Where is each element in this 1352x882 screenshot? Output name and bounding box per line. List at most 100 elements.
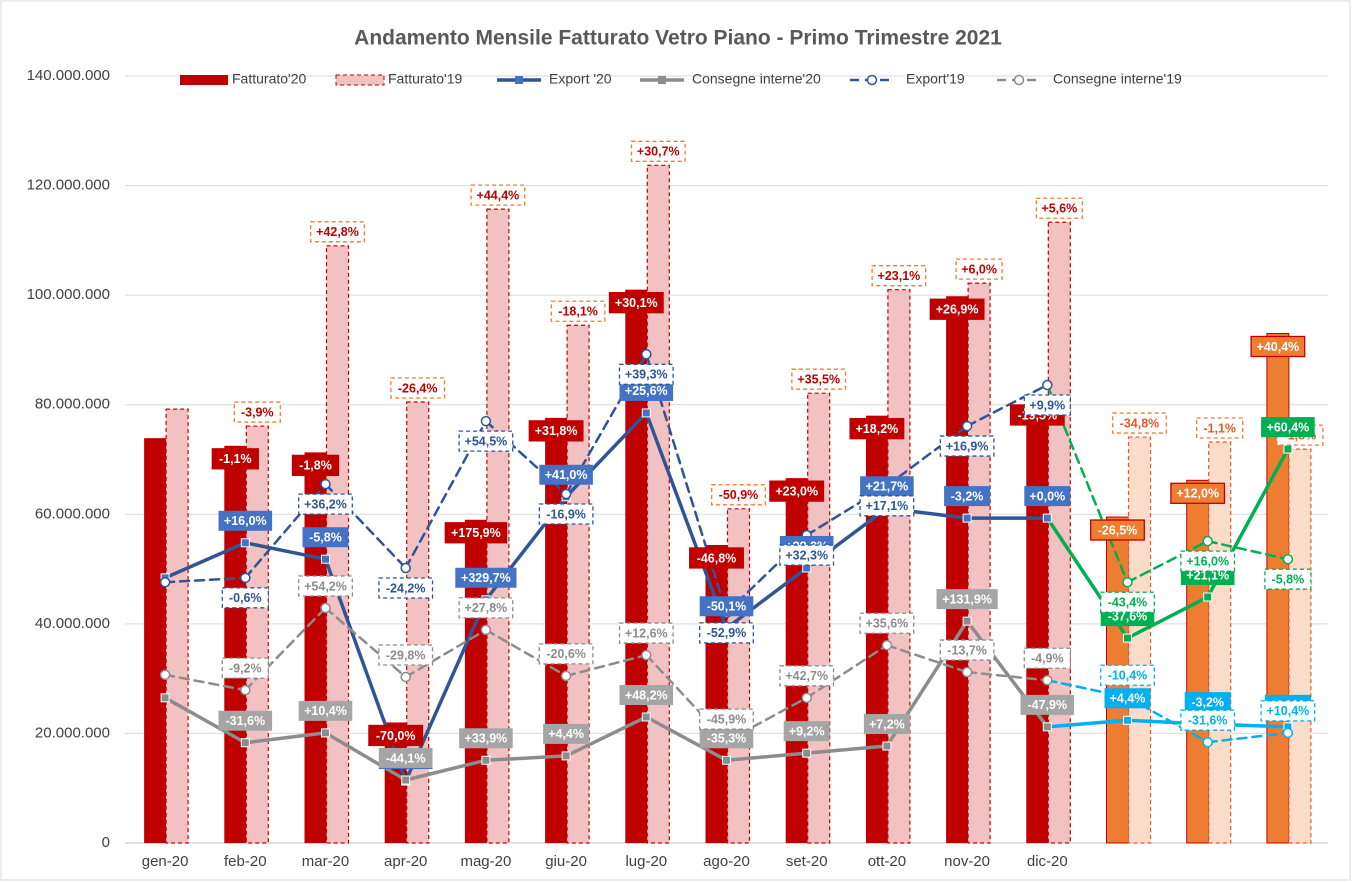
data-label-box — [221, 587, 269, 609]
data-label: +31,8% — [535, 424, 578, 438]
marker — [480, 624, 492, 636]
marker — [1202, 736, 1213, 748]
marker — [1042, 379, 1053, 391]
data-label: +35,6% — [866, 617, 909, 631]
data-label-box — [538, 503, 594, 525]
bar — [1288, 448, 1312, 844]
data-label: +12,6% — [625, 626, 668, 640]
bar — [1047, 221, 1071, 844]
data-label-box — [1023, 647, 1071, 669]
line-segment — [724, 566, 809, 630]
legend-label: Fatturato'19 — [388, 71, 462, 87]
marker — [560, 488, 572, 500]
data-label-box — [378, 644, 434, 666]
marker — [320, 478, 331, 490]
y-tick-label: 120.000.000 — [27, 177, 110, 194]
marker — [401, 775, 411, 785]
data-label: -0,6% — [229, 591, 262, 605]
line-segment — [1206, 539, 1290, 561]
data-label: -70,0% — [376, 729, 416, 743]
data-label-box — [863, 714, 910, 735]
marker — [722, 755, 731, 765]
line-segment — [244, 482, 327, 580]
marker — [561, 751, 571, 761]
data-label: -29,8% — [386, 648, 426, 662]
data-label: -1,8% — [299, 459, 332, 473]
y-tick-label: 20.000.000 — [35, 724, 110, 741]
marker — [1122, 576, 1133, 588]
data-label-box — [390, 377, 446, 399]
data-label: +48,2% — [625, 688, 668, 702]
data-label: +35,5% — [797, 373, 840, 387]
marker — [321, 728, 330, 738]
data-label-box — [1184, 692, 1231, 713]
line-segment — [243, 731, 328, 745]
legend-marker — [515, 76, 523, 84]
x-tick-label: ott-20 — [868, 853, 906, 870]
data-label-box — [1180, 709, 1236, 731]
data-label: +175,9% — [451, 526, 501, 540]
x-tick-label: ago-20 — [703, 853, 750, 870]
data-label-box — [543, 723, 590, 744]
data-label: +26,9% — [936, 303, 979, 317]
data-label-box — [1104, 688, 1151, 709]
marker — [881, 639, 893, 651]
data-label-box — [1090, 519, 1145, 541]
data-label-box — [1264, 568, 1312, 590]
data-label-box — [849, 418, 905, 440]
data-label-box — [929, 298, 985, 320]
line-segment — [1125, 595, 1210, 640]
data-label-box — [1170, 482, 1226, 504]
marker — [1202, 535, 1213, 547]
data-label-box — [378, 747, 433, 768]
legend-marker — [658, 76, 666, 84]
data-label: -52,9% — [707, 626, 747, 640]
data-label-box — [291, 454, 340, 477]
legend-marker — [866, 74, 878, 86]
data-label: -18,1% — [558, 305, 598, 319]
data-label-box — [1100, 664, 1155, 686]
data-label-box — [936, 589, 998, 610]
line-segment — [403, 758, 488, 782]
data-label: +23,0% — [775, 484, 818, 498]
bar — [646, 164, 670, 844]
marker — [1123, 633, 1132, 643]
x-tick-label: mar-20 — [302, 853, 350, 870]
line-segment — [564, 653, 648, 678]
data-label: +36,2% — [304, 497, 347, 511]
marker — [1042, 513, 1052, 523]
marker — [962, 513, 972, 523]
legend-label: Fatturato'20 — [232, 71, 306, 87]
line-segment — [163, 541, 248, 580]
line-segment — [804, 744, 889, 755]
data-label: +6,0% — [961, 262, 997, 276]
data-label: +60,4% — [1267, 420, 1310, 434]
marker — [961, 666, 973, 678]
data-label-box — [538, 643, 594, 665]
data-label: -1,1% — [1203, 421, 1236, 435]
data-label-box — [1020, 694, 1075, 715]
data-label: +10,4% — [304, 704, 347, 718]
data-label-box — [221, 657, 269, 679]
data-label-box — [310, 221, 365, 243]
line-segment — [484, 754, 568, 763]
data-label: -13,7% — [947, 643, 987, 657]
data-label-box — [699, 708, 754, 730]
line-segment — [163, 696, 248, 745]
marker — [400, 562, 411, 574]
data-label-box — [298, 700, 353, 721]
data-label-box — [444, 522, 508, 544]
data-label: -45,9% — [707, 712, 747, 726]
marker — [400, 671, 411, 683]
data-label-box — [218, 510, 273, 531]
data-label: -43,4% — [1108, 596, 1148, 610]
x-tick-label: lug-20 — [625, 853, 667, 870]
line-segment — [644, 411, 729, 630]
marker — [240, 738, 250, 748]
data-label: +25,6% — [625, 384, 668, 398]
data-label: +0,0% — [1029, 489, 1065, 503]
data-label: -5,8% — [1272, 573, 1305, 587]
data-label: -31,6% — [225, 714, 265, 728]
legend-label: Export'19 — [906, 71, 965, 87]
